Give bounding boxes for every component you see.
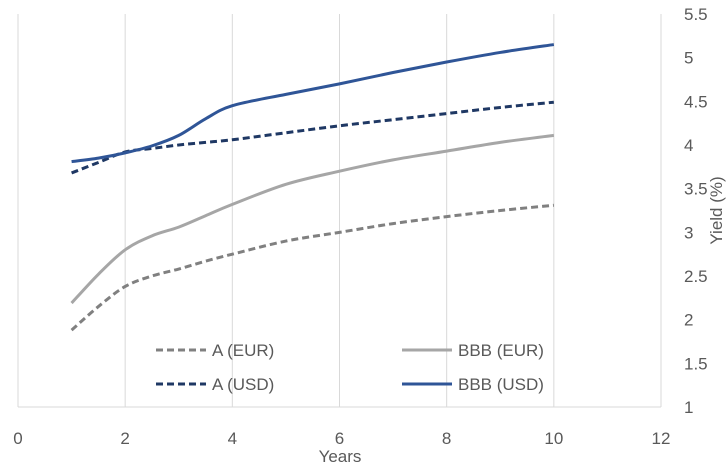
x-tick-label: 10 <box>544 429 563 448</box>
y-axis-ticks: 1 1.5 2 2.5 3 3.5 4 4.5 5 5.5 <box>684 5 708 417</box>
x-axis-title: Years <box>319 447 362 466</box>
x-axis-ticks: 0 2 4 6 8 10 12 <box>13 429 670 448</box>
legend: A (EUR) BBB (EUR) A (USD) BBB (USD) <box>156 341 544 394</box>
series-line-0 <box>70 203 554 332</box>
legend-label: BBB (EUR) <box>458 341 544 360</box>
y-tick-label: 5.5 <box>684 5 708 24</box>
y-tick-label: 2.5 <box>684 267 708 286</box>
y-tick-label: 2 <box>684 311 693 330</box>
y-tick-label: 4 <box>684 136 693 155</box>
x-tick-label: 12 <box>652 429 671 448</box>
legend-label: A (EUR) <box>212 341 274 360</box>
y-tick-label: 3.5 <box>684 180 708 199</box>
x-tick-label: 6 <box>335 429 344 448</box>
y-tick-label: 1.5 <box>684 354 708 373</box>
y-tick-label: 1 <box>684 398 693 417</box>
series-lines <box>70 43 555 332</box>
y-axis-title: Yield (%) <box>707 176 726 244</box>
series-line-3 <box>71 43 555 164</box>
x-tick-label: 0 <box>13 429 22 448</box>
series-line-2 <box>71 100 554 175</box>
legend-label: A (USD) <box>212 375 274 394</box>
y-tick-label: 4.5 <box>684 92 708 111</box>
x-tick-label: 2 <box>120 429 129 448</box>
y-tick-label: 3 <box>684 223 693 242</box>
grid-lines <box>17 14 662 408</box>
y-tick-label: 5 <box>684 49 693 68</box>
series-line-1 <box>70 133 555 305</box>
x-tick-label: 8 <box>442 429 451 448</box>
legend-label: BBB (USD) <box>458 375 544 394</box>
x-tick-label: 4 <box>228 429 237 448</box>
